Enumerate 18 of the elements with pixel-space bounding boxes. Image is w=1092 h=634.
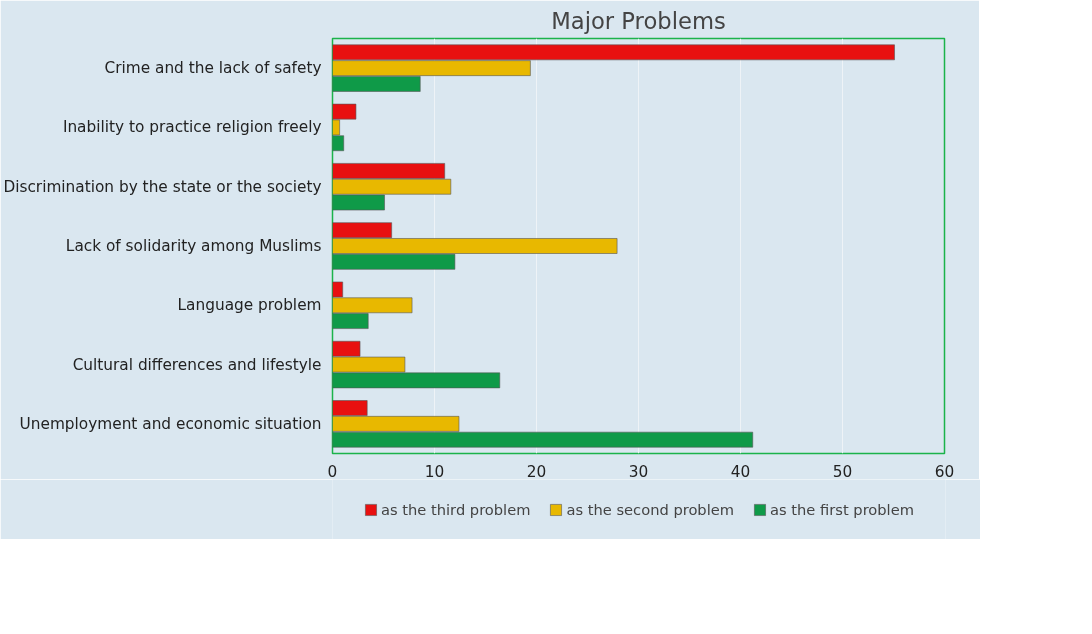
x-tick-label: 40 (730, 462, 751, 481)
x-tick-label: 10 (424, 462, 445, 481)
x-tick-label: 50 (832, 462, 853, 481)
y-tick-label: Lack of solidarity among Muslims (65, 237, 322, 255)
y-tick-label: Crime and the lack of safety (104, 59, 322, 78)
x-tick-label: 0 (327, 462, 338, 481)
x-tick-label: 20 (526, 462, 547, 481)
y-tick-label: Language problem (177, 296, 322, 315)
x-tick-label: 30 (628, 462, 649, 481)
chart-title: Major Problems (551, 7, 726, 34)
legend-label: as the third problem (381, 500, 531, 518)
x-tick-label: 60 (934, 462, 955, 481)
y-tick-label: Unemployment and economic situation (19, 414, 322, 433)
y-tick-label: Inability to practice religion freely (62, 118, 322, 137)
legend-label: as the second problem (566, 500, 735, 518)
y-tick-label: Cultural differences and lifestyle (72, 355, 322, 374)
legend-label: as the first problem (770, 500, 914, 518)
y-tick-label: Discrimination by the state or the society (3, 177, 322, 196)
